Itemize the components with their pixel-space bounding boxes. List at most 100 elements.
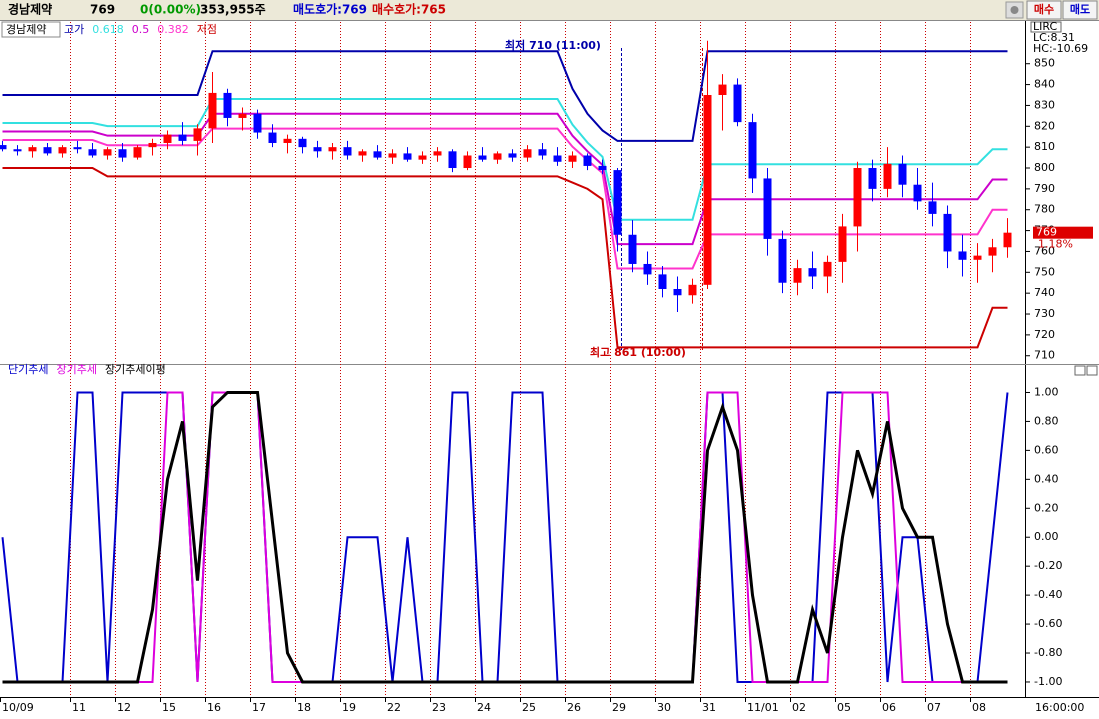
y-tick-label: 850 [1034, 57, 1055, 70]
candle-body [58, 147, 67, 154]
legend-entry: 저점 [197, 23, 217, 36]
candle-body [808, 268, 817, 277]
candle-body [28, 147, 37, 152]
series-line [2, 50, 1008, 142]
candle-body [283, 138, 292, 143]
toolbar [0, 0, 1099, 20]
candle-body [868, 168, 877, 189]
candle-body [538, 149, 547, 156]
candle-body [1003, 232, 1012, 248]
y-tick-label: 760 [1034, 244, 1055, 257]
candle-body [973, 255, 982, 260]
y-tick-label: 0.60 [1034, 443, 1059, 456]
y-tick-label: 720 [1034, 328, 1055, 341]
candle-body [553, 155, 562, 162]
candle-body [913, 184, 922, 202]
candle-body [853, 168, 862, 227]
candle-body [793, 268, 802, 283]
candle-body [703, 95, 712, 285]
legend-name: 경남제약 [6, 22, 46, 36]
candle-body [418, 155, 427, 160]
candle-body [103, 149, 112, 156]
x-tick-label: 24 [477, 701, 491, 714]
candle-body [943, 213, 952, 252]
x-tick-label: 16 [207, 701, 221, 714]
y-tick-label: -0.20 [1034, 559, 1062, 572]
y-tick-label: 1.00 [1034, 385, 1059, 398]
gear-icon [1010, 6, 1019, 14]
candle-body [583, 155, 592, 166]
sell-label: 매도 [1070, 2, 1090, 16]
indicator-label: HC:-10.69 [1033, 42, 1088, 55]
y-tick-label: 750 [1034, 265, 1055, 278]
close-button[interactable] [1086, 365, 1098, 376]
x-tick-label: 29 [612, 701, 626, 714]
candle-body [73, 147, 82, 150]
x-tick-label: 31 [702, 701, 716, 714]
x-tick-label: 25 [522, 701, 536, 714]
candle-body [238, 113, 247, 118]
candle-body [568, 155, 577, 162]
y-tick-label: 710 [1034, 349, 1055, 362]
candle-body [643, 263, 652, 275]
candle-body [13, 149, 22, 152]
y-tick-label: 830 [1034, 98, 1055, 111]
indicator-label: LC:8.31 [1033, 31, 1075, 44]
candle-body [253, 113, 262, 133]
candle-body [133, 147, 142, 158]
ask: 매도호가:769 [293, 2, 367, 17]
series-line [1, 391, 1009, 683]
restore-button[interactable] [1074, 365, 1086, 376]
x-tick-label: 12 [117, 701, 131, 714]
legend-entry: 단기추세 [8, 363, 48, 376]
y-tick-label: 730 [1034, 307, 1055, 320]
x-tick-label: 19 [342, 701, 356, 714]
y-tick-label: -0.40 [1034, 588, 1062, 601]
legend-entry: 0.618 [92, 23, 124, 36]
candle-body [163, 134, 172, 143]
sell-button[interactable] [1062, 0, 1098, 20]
x-tick-label: 02 [792, 701, 806, 714]
candle-body [88, 149, 97, 156]
legend-entry: 장기추세 [56, 363, 96, 376]
stock-name: 경남제약 [8, 2, 52, 17]
candle-body [613, 170, 622, 235]
x-tick-label: 17 [252, 701, 266, 714]
x-tick-label: 15 [162, 701, 176, 714]
indicator-label: LIRC [1033, 20, 1057, 33]
x-tick-label: 06 [882, 701, 896, 714]
candle-body [463, 155, 472, 169]
candle-body [493, 153, 502, 160]
y-tick-label: 0.40 [1034, 472, 1059, 485]
candle-body [658, 274, 667, 289]
candle-body [763, 178, 772, 239]
candle-body [223, 92, 232, 118]
price: 769 [90, 3, 115, 17]
x-tick-label: 18 [297, 701, 311, 714]
y-tick-label: -1.00 [1034, 675, 1062, 688]
candle-body [718, 84, 727, 96]
x-tick-label: 11/01 [747, 701, 779, 714]
annotation: 최저 710 (11:00) [505, 38, 601, 52]
candle-body [688, 284, 697, 296]
buy-button[interactable] [1026, 0, 1062, 20]
candle-body [958, 251, 967, 260]
y-tick-label: 790 [1034, 182, 1055, 195]
buy-label: 매수 [1034, 2, 1054, 16]
change-label: 1.18% [1038, 238, 1073, 251]
price-tag-label: 769 [1036, 226, 1057, 239]
candle-body [178, 134, 187, 141]
series-line [2, 97, 1008, 221]
series-line [2, 390, 1008, 684]
candle-body [823, 261, 832, 277]
x-tick-label: 26 [567, 701, 581, 714]
candle-body [0, 145, 7, 150]
candle-body [988, 247, 997, 256]
y-tick-label: 820 [1034, 119, 1055, 132]
candle-body [313, 147, 322, 152]
y-tick-label: 840 [1034, 78, 1055, 91]
candle-body [838, 226, 847, 262]
legend-entry: 0.382 [157, 23, 189, 36]
y-tick-label: 740 [1034, 286, 1055, 299]
